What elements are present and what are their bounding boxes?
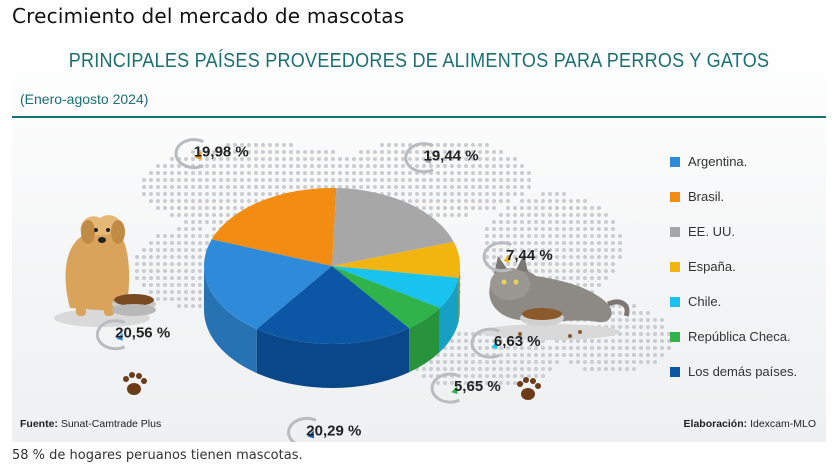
paw-print-icon [123,372,147,395]
infographic: PRINCIPALES PAÍSES PROVEEDORES DE ALIMEN… [12,38,826,442]
page-heading: Crecimiento del mercado de mascotas [12,4,405,28]
pie-chart: 20,56 % 19,98 % 19,44 % 7,44 % 6,63 % 5,65 % 2… [54,138,671,442]
data-labels: 20,56 % 19,98 % 19,44 % 7,44 % 6,63 % 5,65 % 2… [95,138,553,442]
page-caption: 58 % de hogares peruanos tienen mascotas… [12,448,303,463]
legend-item: Argentina. [670,144,826,179]
legend-swatch [670,366,680,377]
legend-label: EE. UU. [688,224,735,239]
source-note: Fuente: Sunat-Camtrade Plus [20,418,161,430]
pie-slice-4 [332,241,460,278]
data-label-1: 20,56 % [95,319,170,351]
legend-label: Argentina. [688,154,748,169]
legend-label: Chile. [688,294,722,309]
data-label-4: 7,44 % [482,241,553,273]
legend-swatch [670,296,680,307]
legend-item: EE. UU. [670,214,826,249]
legend-item: España. [670,249,826,284]
data-label-value-5: 6,63 % [494,333,541,350]
pie-slice-5 [332,266,459,309]
source-label: Fuente: [20,418,58,430]
pie-slice-side-1 [204,266,257,374]
legend-label: España. [688,259,736,274]
chart-title: PRINCIPALES PAÍSES PROVEEDORES DE ALIMEN… [68,50,770,72]
credit-value: Idexcam-MLO [750,418,816,430]
pie-slice-3 [332,188,454,266]
legend-item: Los demás países. [670,354,826,389]
data-label-2: 19,98 % [174,138,249,170]
credit-note: Elaboración: Idexcam-MLO [684,418,816,430]
data-label-5: 6,63 % [470,327,541,359]
pie-slice-6 [332,266,440,329]
legend-swatch [670,226,680,237]
legend-label: Brasil. [688,189,725,204]
legend-swatch [670,156,680,167]
data-label-6: 5,65 % [430,372,501,404]
legend-label: República Checa. [688,329,791,344]
pie-slice-side-7 [256,328,410,388]
legend-swatch [670,331,680,342]
legend-swatch [670,261,680,272]
pie-slices [204,188,460,388]
pie-slice-side-6 [409,308,440,373]
data-label-value-4: 7,44 % [506,247,553,264]
chart-legend: Argentina. Brasil. EE. UU. España. Chile. Rep… [670,144,826,389]
pie-slice-2 [211,188,337,266]
paw-print-icon [517,377,541,400]
dog-with-food-bowl-illustration [54,215,156,327]
data-label-value-2: 19,98 % [194,144,249,161]
data-label-value-3: 19,44 % [424,148,479,165]
source-value: Sunat-Camtrade Plus [60,418,162,430]
legend-item: República Checa. [670,319,826,354]
legend-swatch [670,191,680,202]
credit-label: Elaboración: [683,418,748,430]
data-label-value-1: 20,56 % [115,325,170,342]
legend-item: Chile. [670,284,826,319]
pie-slice-1 [204,239,332,330]
chart-subtitle: (Enero-agosto 2024) [20,91,149,107]
pie-slice-7 [256,266,410,345]
data-label-value-7: 20,29 % [306,422,361,439]
pie-slice-side-5 [439,277,459,353]
data-label-3: 19,44 % [404,142,479,174]
legend-label: Los demás países. [688,364,798,379]
title-divider [12,116,826,118]
data-label-7: 20,29 % [287,416,361,442]
data-label-value-6: 5,65 % [454,378,501,395]
cat-with-food-bowl-illustration [480,254,630,340]
pie-slice-side-4 [458,266,460,322]
legend-item: Brasil. [670,179,826,214]
